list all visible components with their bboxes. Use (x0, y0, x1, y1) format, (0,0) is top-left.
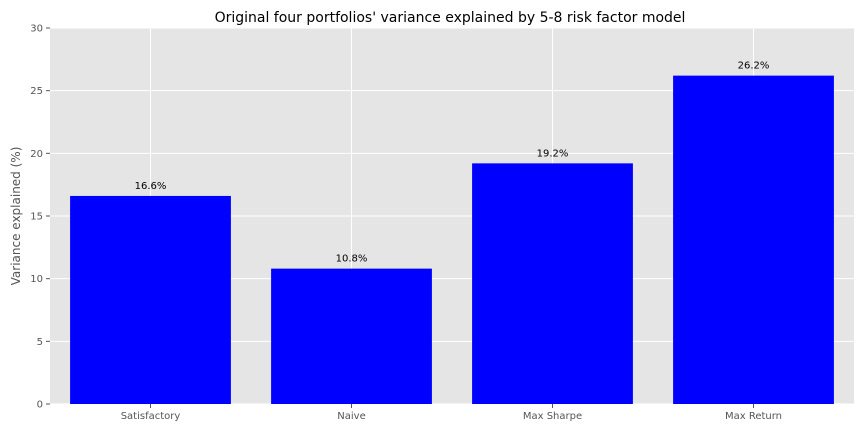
y-tick-label: 20 (30, 149, 43, 160)
x-tick-label: Max Return (725, 411, 782, 422)
data-label: 10.8% (336, 254, 368, 265)
data-labels: 16.6% 10.8% 19.2% 26.2% (135, 61, 770, 265)
y-axis-label: Variance explained (%) (9, 147, 23, 286)
x-tick-label: Satisfactory (121, 411, 181, 422)
y-tick-label: 30 (30, 24, 43, 35)
bar-max-sharpe (472, 163, 633, 404)
y-tick-label: 5 (37, 337, 43, 348)
y-tick-label: 10 (30, 274, 43, 285)
y-tick-label: 15 (30, 212, 43, 223)
x-tick-label: Naive (337, 411, 365, 422)
bar-max-return (673, 75, 834, 405)
data-label: 19.2% (537, 148, 569, 159)
bars (70, 75, 834, 405)
bar-satisfactory (70, 195, 231, 404)
data-label: 16.6% (135, 181, 167, 192)
y-axis-ticks: 0 5 10 15 20 25 30 (30, 24, 50, 411)
data-label: 26.2% (738, 61, 770, 72)
chart-title: Original four portfolios' variance expla… (215, 10, 686, 26)
x-axis-ticks: Satisfactory Naive Max Sharpe Max Return (121, 404, 782, 422)
x-tick-label: Max Sharpe (523, 411, 582, 422)
y-tick-label: 25 (30, 86, 43, 97)
bar-naive (271, 268, 432, 404)
y-tick-label: 0 (37, 400, 43, 411)
